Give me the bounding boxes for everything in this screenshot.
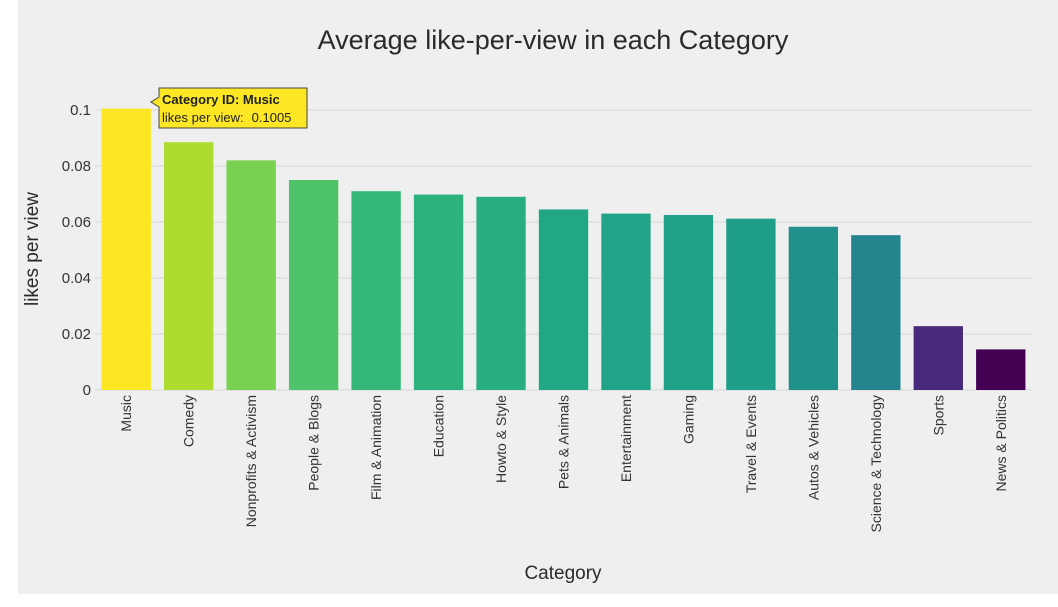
bar[interactable] bbox=[351, 191, 401, 390]
y-tick-label: 0.08 bbox=[62, 158, 91, 175]
tooltip-box bbox=[150, 87, 308, 129]
x-tick-label: Education bbox=[431, 395, 447, 457]
x-tick-label: Science & Technology bbox=[868, 395, 884, 533]
x-axis-ticks: Music Comedy Nonprofits & Activism People &… bbox=[118, 395, 1009, 533]
x-tick-label: Gaming bbox=[680, 395, 696, 444]
y-tick-label: 0 bbox=[83, 382, 91, 399]
bar[interactable] bbox=[851, 235, 901, 390]
chart-title: Average like-per-view in each Category bbox=[318, 25, 789, 55]
tooltip-value: likes per view: 0.1005 bbox=[162, 110, 291, 125]
bar[interactable] bbox=[164, 142, 214, 390]
y-tick-label: 0.04 bbox=[62, 270, 91, 287]
bar[interactable] bbox=[413, 194, 464, 390]
bar[interactable] bbox=[976, 349, 1026, 390]
x-tick-label: News & Politics bbox=[993, 395, 1009, 491]
x-tick-label: Howto & Style bbox=[493, 395, 509, 483]
bar[interactable] bbox=[726, 218, 776, 390]
y-tick-label: 0.1 bbox=[70, 102, 91, 119]
y-tick-label: 0.06 bbox=[62, 214, 91, 231]
x-tick-label: Music bbox=[118, 395, 134, 432]
bar[interactable] bbox=[538, 209, 589, 390]
x-tick-label: Autos & Vehicles bbox=[805, 395, 821, 500]
x-tick-label: Film & Animation bbox=[368, 395, 384, 500]
bar[interactable] bbox=[288, 180, 339, 390]
x-tick-label: Nonprofits & Activism bbox=[243, 395, 259, 527]
bar[interactable] bbox=[226, 160, 276, 390]
hover-tooltip: Category ID: Music likes per view: 0.1005 bbox=[150, 87, 308, 129]
bar[interactable] bbox=[101, 108, 151, 390]
x-tick-label: Comedy bbox=[181, 395, 197, 447]
x-tick-label: Entertainment bbox=[618, 395, 634, 482]
x-tick-label: People & Blogs bbox=[306, 395, 322, 491]
tooltip-category: Category ID: Music bbox=[162, 92, 280, 107]
bar[interactable] bbox=[476, 196, 526, 390]
bars[interactable] bbox=[101, 108, 1026, 390]
x-tick-label: Sports bbox=[930, 395, 946, 435]
y-tick-label: 0.02 bbox=[62, 326, 91, 343]
y-axis-label: likes per view bbox=[22, 192, 43, 306]
bar[interactable] bbox=[663, 215, 714, 390]
bar[interactable] bbox=[913, 326, 963, 390]
x-tick-label: Travel & Events bbox=[743, 395, 759, 493]
y-axis-ticks: 0 0.02 0.04 0.06 0.08 0.1 bbox=[62, 102, 91, 399]
bar[interactable] bbox=[601, 213, 651, 390]
x-tick-label: Pets & Animals bbox=[556, 395, 572, 489]
x-axis-label: Category bbox=[524, 563, 602, 584]
bar[interactable] bbox=[788, 226, 839, 390]
